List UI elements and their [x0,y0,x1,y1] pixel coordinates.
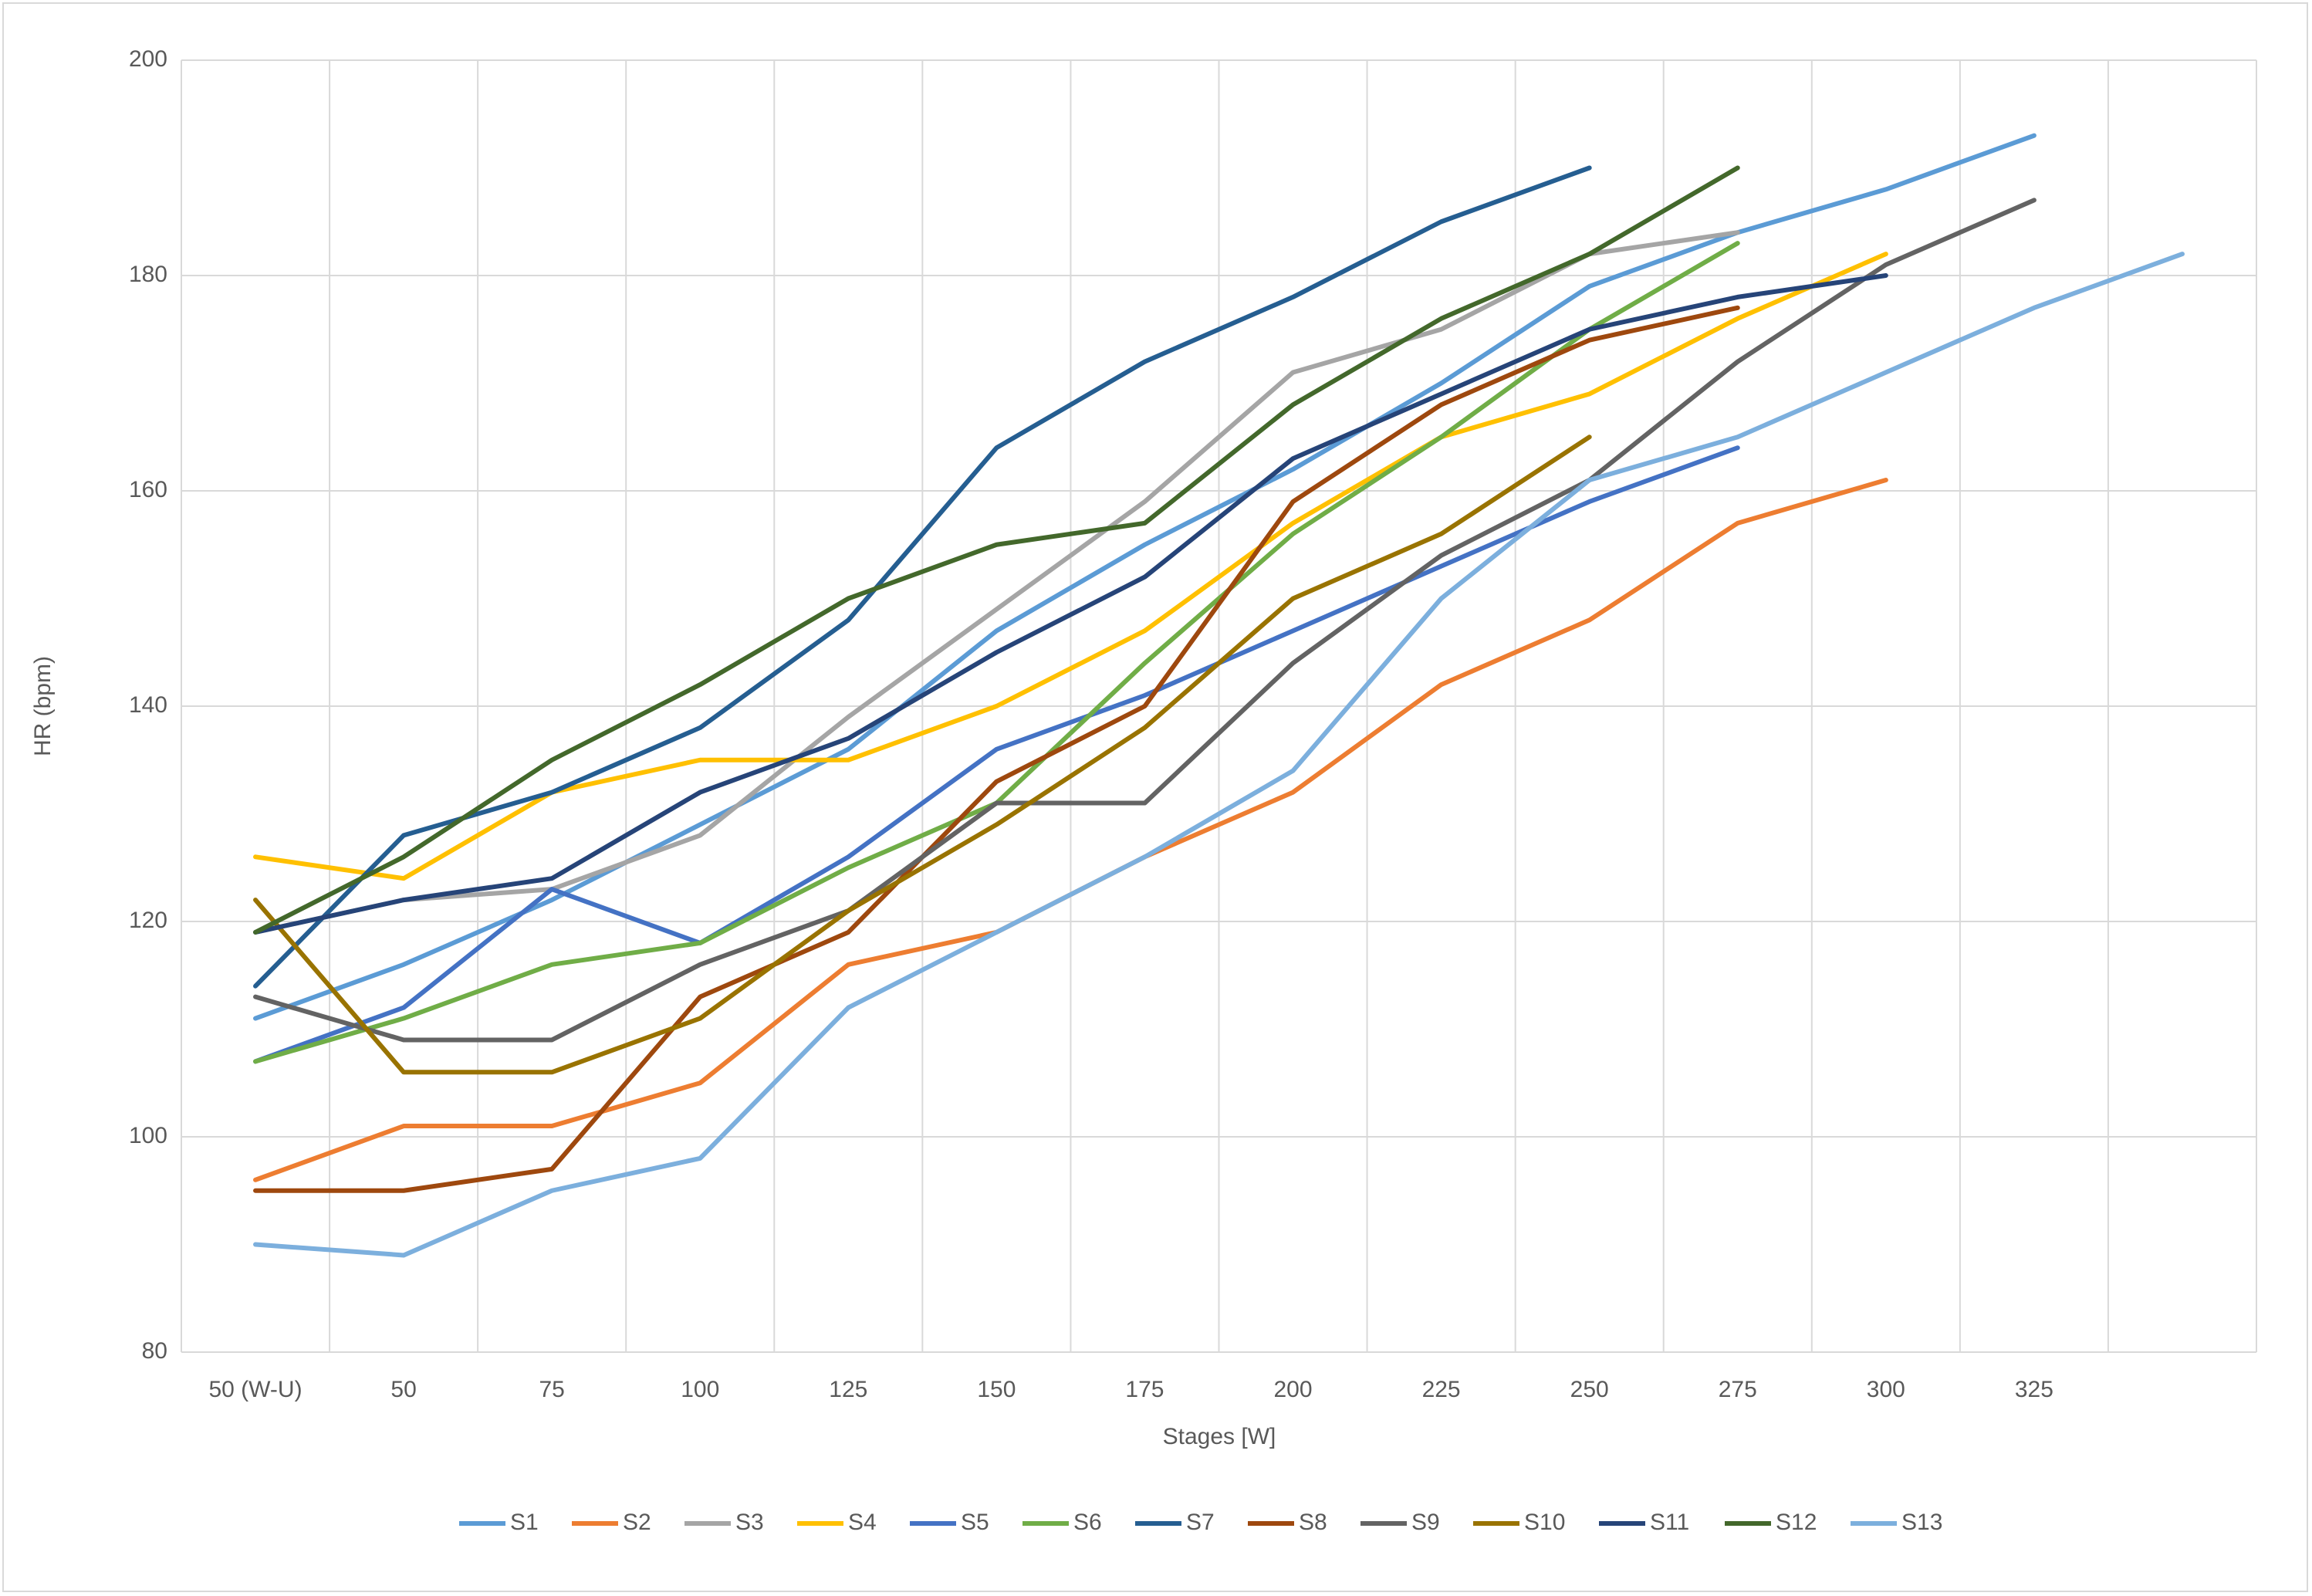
x-tick-label: 175 [1125,1377,1164,1402]
legend-label: S8 [1299,1510,1327,1535]
legend-label: S2 [623,1510,651,1535]
series-line [253,305,1740,1193]
x-axis-title: Stages [W] [1163,1424,1276,1449]
y-tick-label: 120 [129,908,167,933]
x-tick-label: 100 [681,1377,719,1402]
x-tick-label: 50 (W-U) [208,1377,302,1402]
x-tick-label: 275 [1719,1377,1757,1402]
legend-label: S5 [961,1510,989,1535]
x-tick-label: 225 [1422,1377,1461,1402]
x-tick-label: 75 [539,1377,564,1402]
legend-label: S9 [1411,1510,1440,1535]
series-line [253,165,1740,935]
x-tick-label: 250 [1570,1377,1609,1402]
x-tick-label: 300 [1867,1377,1905,1402]
series-line [253,445,1740,1064]
x-tick-label: 125 [829,1377,867,1402]
legend-label: S10 [1524,1510,1565,1535]
legend-label: S1 [510,1510,539,1535]
y-tick-label: 160 [129,477,167,502]
y-tick-label: 140 [129,692,167,718]
x-tick-label: 150 [977,1377,1016,1402]
x-tick-label: 325 [2015,1377,2053,1402]
series-line [253,435,1592,1075]
series-line [253,252,1888,881]
y-tick-label: 200 [129,46,167,72]
series-line [253,198,2037,1043]
y-axis-title: HR (bpm) [30,656,56,756]
y-tick-label: 100 [129,1123,167,1148]
legend-label: S4 [848,1510,877,1535]
legend-label: S13 [1901,1510,1942,1535]
y-tick-label: 80 [142,1338,167,1364]
series-line [253,252,2185,1258]
series-line [253,230,1740,935]
legend-label: S7 [1186,1510,1215,1535]
series-line [253,165,1592,989]
series-line [253,273,1888,935]
legend-label: S6 [1073,1510,1102,1535]
legend-label: S3 [735,1510,764,1535]
x-tick-label: 200 [1274,1377,1313,1402]
legend-label: S12 [1776,1510,1817,1535]
legend-label: S11 [1650,1510,1689,1535]
y-tick-label: 180 [129,262,167,287]
x-tick-label: 50 [390,1377,416,1402]
